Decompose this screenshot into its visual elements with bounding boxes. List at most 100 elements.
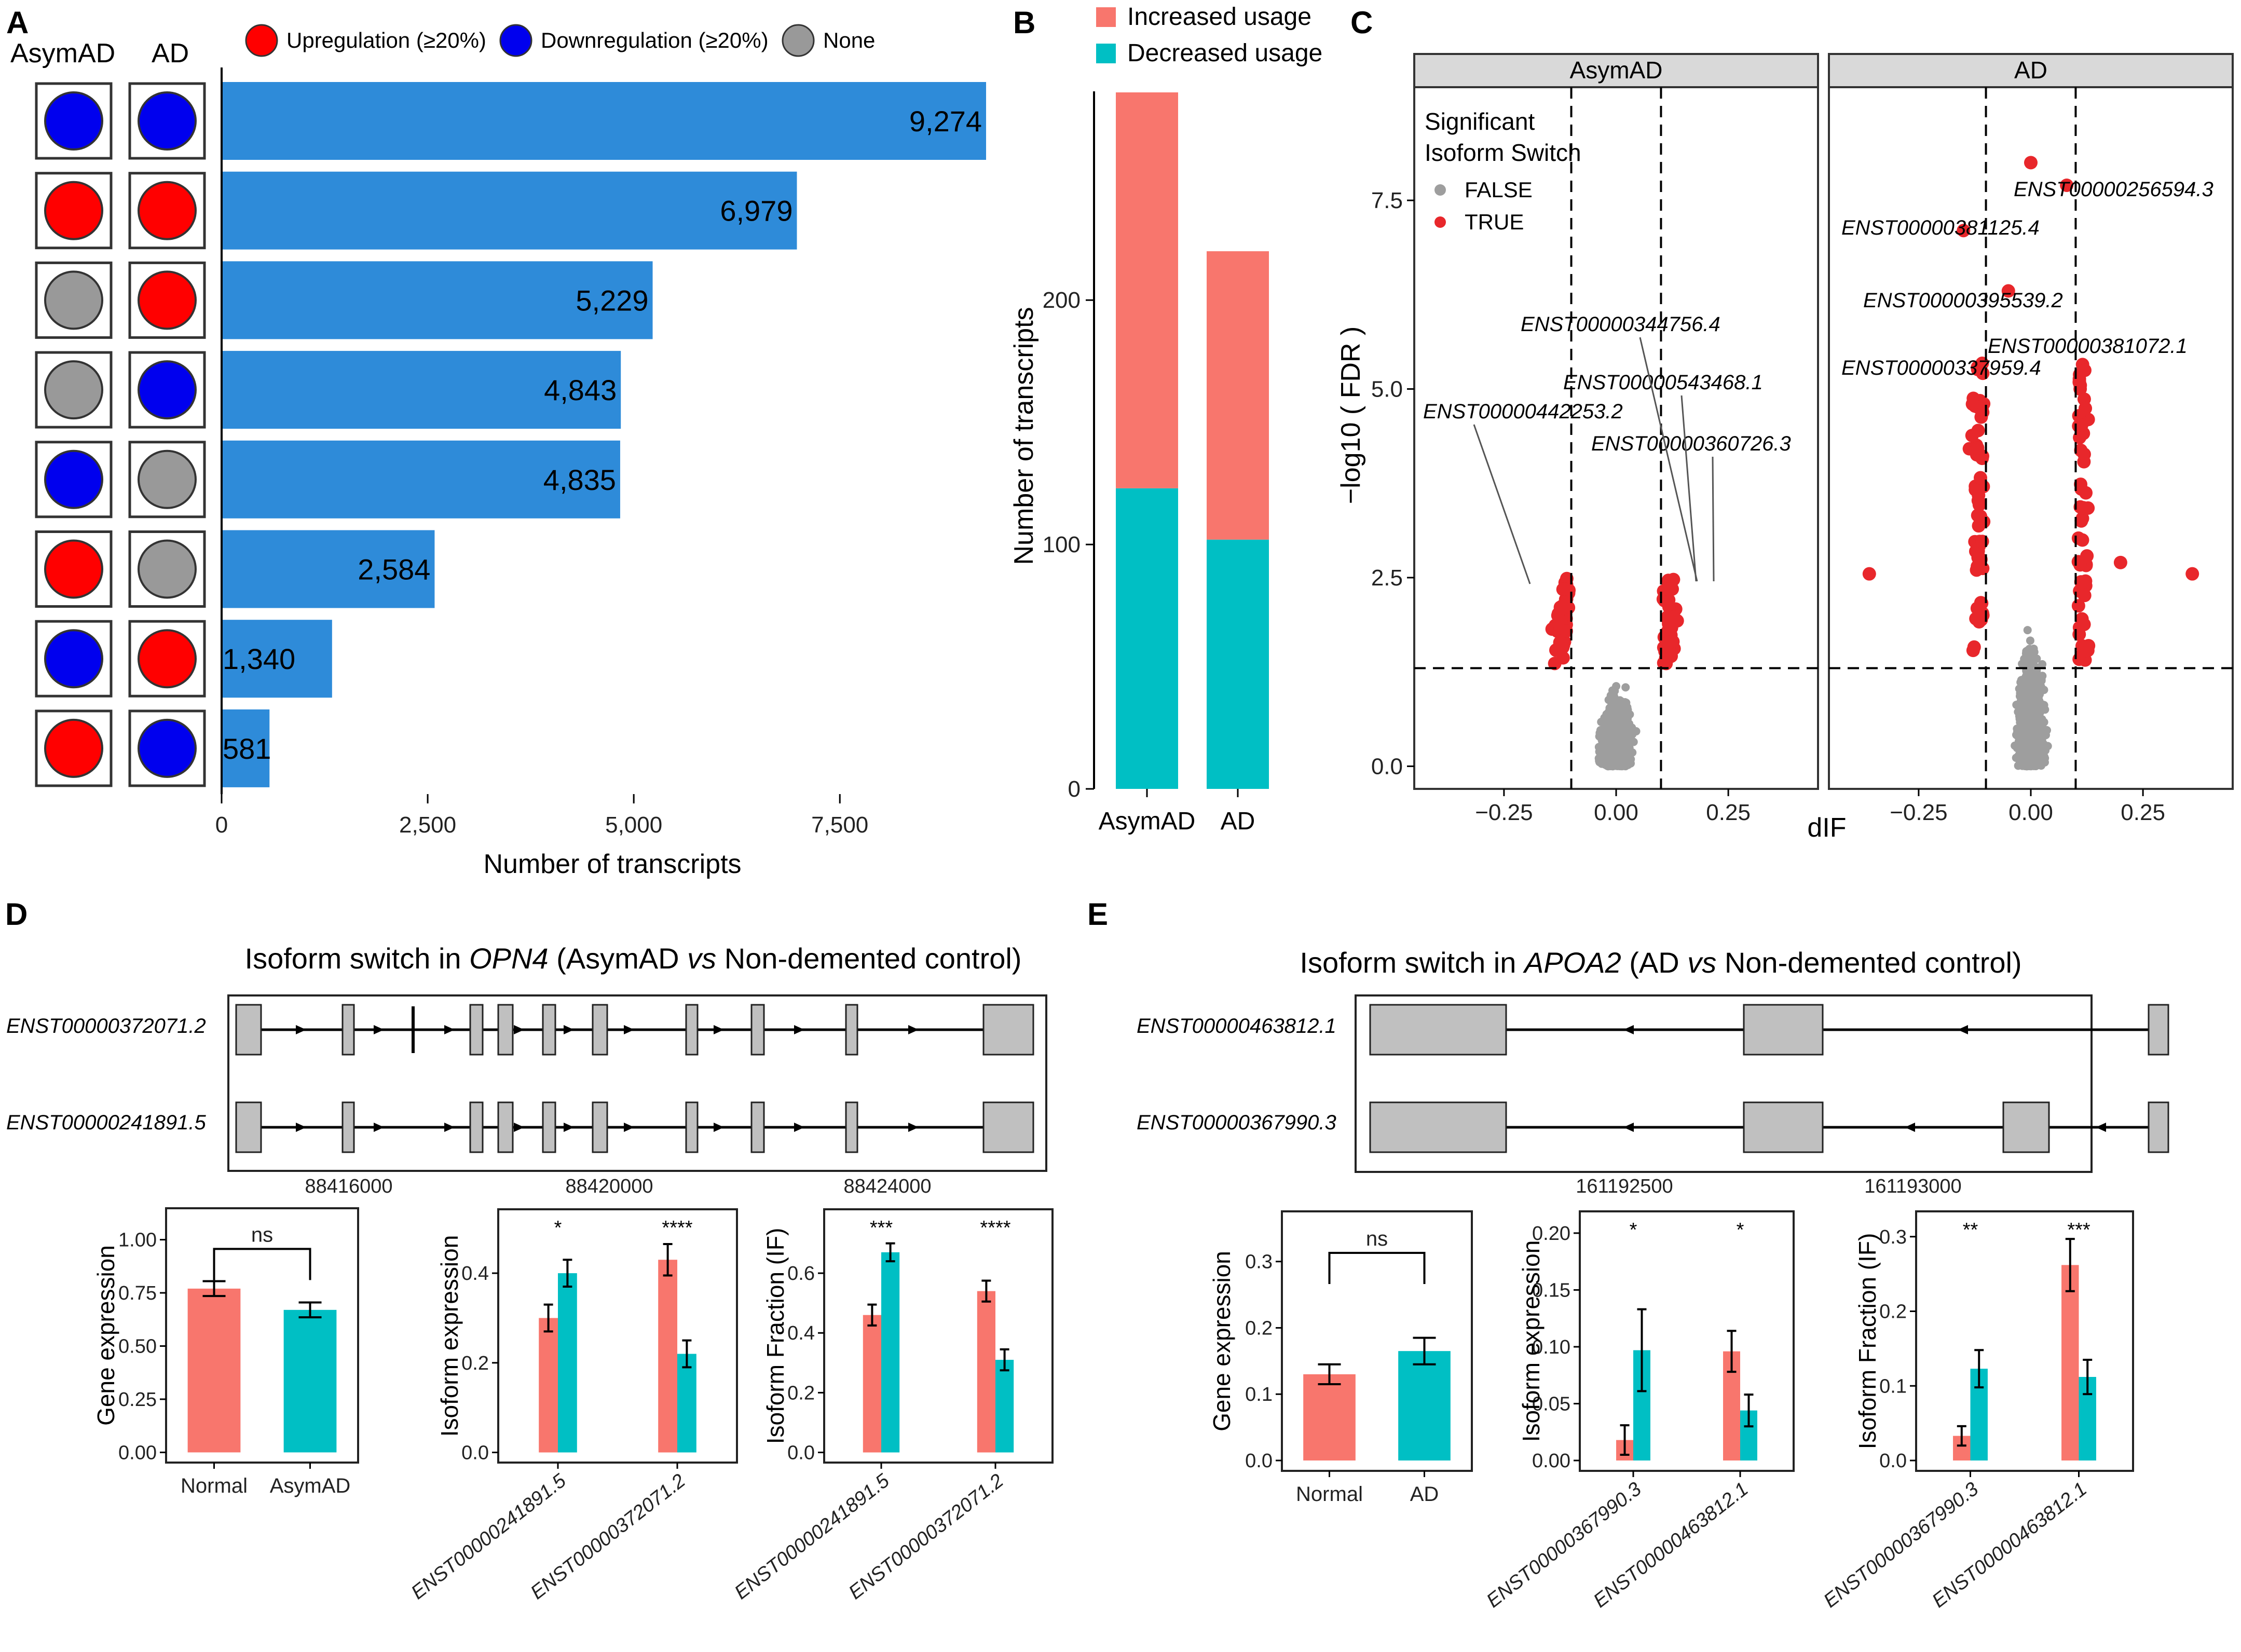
ad-status-box [128, 261, 206, 339]
point-significant [2060, 178, 2074, 192]
y-tick-label: 0.20 [1532, 1223, 1570, 1245]
panel-label-d: D [5, 897, 28, 932]
x-tick-label: −0.25 [1475, 800, 1533, 825]
x-tick-label: 0.25 [2121, 800, 2165, 825]
panel-label-e: E [1087, 897, 1108, 932]
bar [222, 261, 653, 339]
point-significant [2078, 589, 2092, 603]
exon [497, 1004, 514, 1056]
ad-status-down [138, 91, 197, 151]
ad-status-box [128, 441, 206, 518]
bar [222, 709, 270, 787]
point-nonsignificant [2026, 738, 2035, 747]
isoform-structure-box [1355, 994, 2093, 1173]
point-nonsignificant [1621, 727, 1630, 735]
exon [2148, 1101, 2169, 1153]
point-nonsignificant [1612, 738, 1621, 746]
bar [222, 440, 620, 518]
legend-title-significant: Significant [1425, 108, 1535, 135]
ad-status-box [128, 351, 206, 429]
bar-asymad [881, 1252, 900, 1453]
strand-arrow [1905, 1123, 1915, 1132]
point-significant [2082, 639, 2096, 653]
point-significant [2077, 618, 2091, 632]
plot-frame [497, 1208, 738, 1464]
y-tick-label: 1.00 [118, 1230, 157, 1251]
facet-label: AsymAD [1570, 57, 1663, 84]
points [1862, 156, 2199, 771]
bar [222, 530, 435, 608]
label-leader-line [1473, 424, 1531, 584]
transcript-label: ENST00000344756.4 [1521, 313, 1720, 336]
point-nonsignificant [1621, 683, 1630, 692]
point-significant [1662, 617, 1676, 631]
panel-a: AsymAD AD Upregulation (≥20%) Downregula… [10, 24, 986, 879]
transcript-labels: ENST00000344756.4 ENST00000543468.1 ENST00… [1423, 178, 2213, 584]
transcript-label: ENST00000381072.1 [1988, 335, 2188, 358]
facet-panel [1413, 86, 1819, 790]
y-axis-label: Isoform expression [436, 1235, 463, 1437]
x-tick-label: 5,000 [605, 812, 662, 838]
significance-label: ns [251, 1223, 273, 1246]
y-tick-label: 0.75 [118, 1282, 157, 1304]
legend-none-swatch [782, 24, 815, 57]
exon [2148, 1004, 2169, 1056]
isoform-label-2: ENST00000241891.5 [6, 1111, 207, 1134]
y-tick-label: 100 [1043, 532, 1081, 557]
significance-bracket [213, 1248, 311, 1280]
y-tick-label: 0.05 [1532, 1393, 1570, 1415]
y-tick-label: 200 [1043, 288, 1081, 313]
x-axis-label: dIF [1807, 813, 1846, 843]
exon [982, 1101, 1034, 1153]
isoform-label-2: ENST00000367990.3 [1137, 1111, 1336, 1134]
ad-status-none [138, 539, 197, 599]
y-tick-label: 0.2 [787, 1382, 815, 1404]
point-significant [1559, 624, 1573, 638]
point-nonsignificant [2028, 685, 2037, 693]
bar-normal [658, 1260, 677, 1453]
point-significant [1862, 567, 1876, 581]
point-nonsignificant [2030, 652, 2039, 661]
legend-title-isoform-switch: Isoform Switch [1425, 139, 1581, 166]
exon [497, 1101, 514, 1153]
transcript-label: ENST00000381125.4 [1841, 216, 2040, 239]
point-significant [1557, 582, 1572, 596]
x-tick-label: 0 [215, 812, 228, 838]
isoform-label-1: ENST00000372071.2 [6, 1015, 206, 1037]
bar-value-label: 4,843 [544, 374, 617, 406]
exon [341, 1004, 355, 1056]
point-nonsignificant [2022, 704, 2031, 713]
y-tick-label: 0.0 [1245, 1450, 1273, 1472]
col-header-asymad: AsymAD [10, 38, 115, 69]
significance-label: *** [2067, 1219, 2090, 1241]
coord-label-2: 88420000 [565, 1176, 653, 1197]
strand-arrow [2096, 1123, 2106, 1132]
y-tick-label: 0.1 [1879, 1375, 1907, 1397]
point-significant [1556, 651, 1570, 665]
plot-frame [1915, 1210, 2134, 1472]
point-nonsignificant [1615, 709, 1624, 718]
point-nonsignificant [1607, 698, 1616, 706]
exon [750, 1101, 765, 1153]
x-tick-label: AD [1221, 808, 1255, 835]
y-tick-label: 0.0 [1371, 754, 1403, 779]
y-tick-label: 0.0 [1879, 1450, 1907, 1472]
significance-label: ** [1963, 1219, 1978, 1241]
point-nonsignificant [2028, 726, 2037, 734]
legend-false-label: FALSE [1465, 178, 1533, 202]
strand-arrow [908, 1123, 919, 1132]
y-tick-label: 0.10 [1532, 1336, 1570, 1358]
exon [235, 1004, 262, 1056]
y-tick-label: 0.1 [1245, 1384, 1273, 1405]
point-significant [1971, 441, 1985, 455]
y-axis-label: Isoform expression [1518, 1240, 1545, 1442]
x-tick-label: AsymAD [270, 1474, 351, 1497]
y-tick-label: 0.4 [461, 1263, 489, 1285]
point-significant [1661, 582, 1675, 596]
significance-label: **** [980, 1217, 1010, 1239]
legend-up-label: Upregulation (≥20%) [286, 28, 486, 52]
